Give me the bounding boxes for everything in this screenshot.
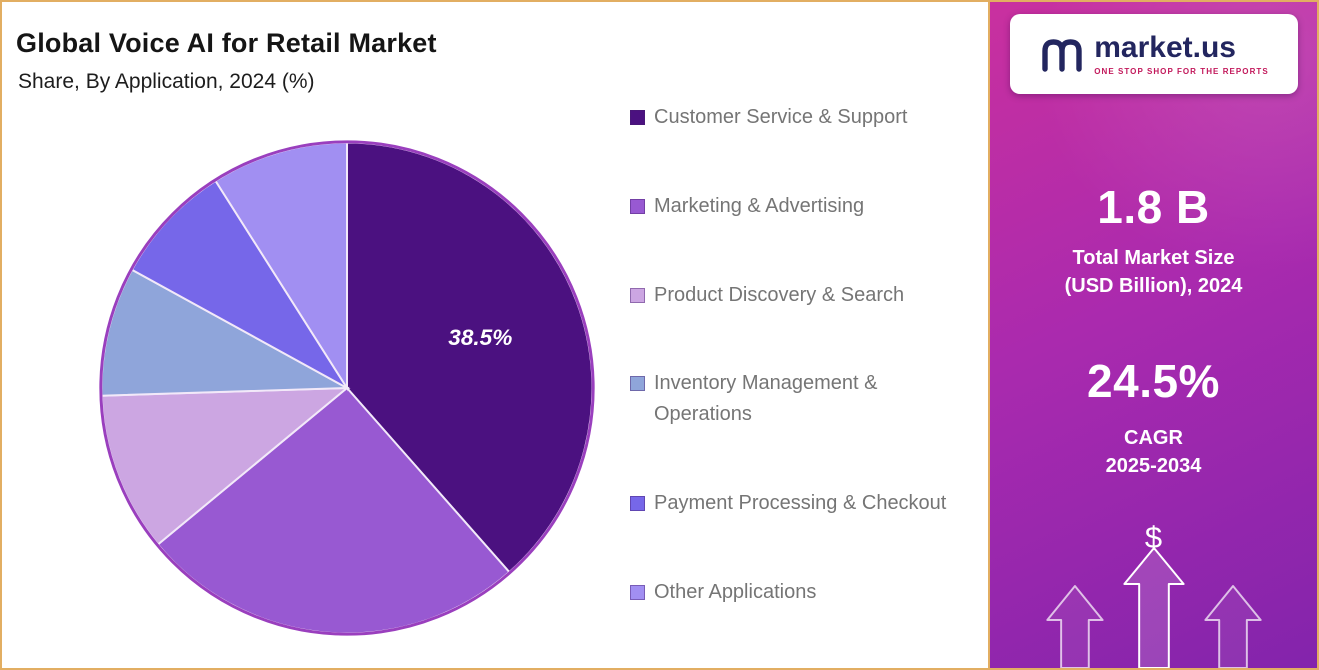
legend-swatch [630,584,645,600]
page-subtitle: Share, By Application, 2024 (%) [18,70,315,93]
logo-text: market.us ONE STOP SHOP FOR THE REPORTS [1094,30,1269,76]
chart-legend: Customer Service & Support Marketing & Ad… [630,102,982,608]
legend-label: Product Discovery & Search [654,283,905,306]
marketus-logo-icon [1042,39,1082,72]
legend-swatch [630,198,645,214]
pie-slice-value-label: 38.5% [448,325,512,350]
legend-label: Marketing & Advertising [654,194,865,217]
legend-label: Inventory Management & Operations [654,372,878,426]
legend-item-5: Payment Processing & Checkout [630,488,982,519]
legend-swatch [630,376,645,392]
brand-tagline: ONE STOP SHOP FOR THE REPORTS [1094,66,1269,76]
brand-name: market.us [1094,30,1236,64]
legend-item-4: Inventory Management & Operations [630,368,982,430]
legend-label: Other Applications [654,580,817,603]
cagr-label-text: CAGR [1124,427,1183,449]
pie-chart-container: 38.5% [77,118,617,658]
legend-item-3: Product Discovery & Search [630,280,982,311]
legend-item-6: Other Applications [630,577,982,608]
legend-label: Payment Processing & Checkout [654,492,947,515]
cagr-period: 2025-2034 [1105,455,1202,477]
growth-arrows-decoration [1046,547,1262,668]
market-size-label: Total Market Size (USD Billion), 2024 [1065,244,1243,300]
legend-swatch [630,287,645,303]
legend-item-1: Customer Service & Support [630,102,982,133]
cagr-value: 24.5% [1087,355,1220,407]
pie-chart: 38.5% [99,140,595,636]
legend-item-2: Marketing & Advertising [630,191,982,222]
market-size-label-line1: Total Market Size [1072,247,1235,269]
pie-outline [99,140,595,636]
marketus-logo: market.us ONE STOP SHOP FOR THE REPORTS [1009,14,1298,94]
chart-panel: Global Voice AI for Retail Market Share,… [2,2,988,668]
page-title: Global Voice AI for Retail Market [16,28,437,58]
market-size-value: 1.8 B [1097,181,1210,233]
legend-swatch [630,496,645,512]
cagr-label: CAGR 2025-2034 [1106,424,1202,480]
dollar-icon: $ [1144,520,1163,555]
brand-sidebar: market.us ONE STOP SHOP FOR THE REPORTS … [988,2,1317,668]
market-size-label-line2: (USD Billion), 2024 [1064,275,1243,297]
legend-label: Customer Service & Support [654,106,908,128]
legend-swatch [630,110,645,125]
